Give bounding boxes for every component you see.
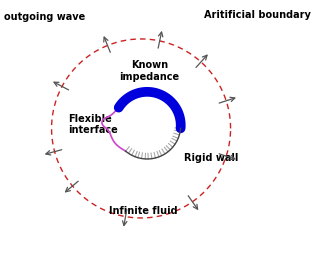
Text: outgoing wave: outgoing wave	[4, 13, 85, 23]
Text: Infinite fluid: Infinite fluid	[109, 206, 177, 216]
Text: Rigid wall: Rigid wall	[184, 153, 238, 163]
Text: Aritificial boundary: Aritificial boundary	[204, 10, 311, 20]
Text: Known
impedance: Known impedance	[119, 60, 179, 82]
Text: Flexible
interface: Flexible interface	[68, 114, 118, 135]
